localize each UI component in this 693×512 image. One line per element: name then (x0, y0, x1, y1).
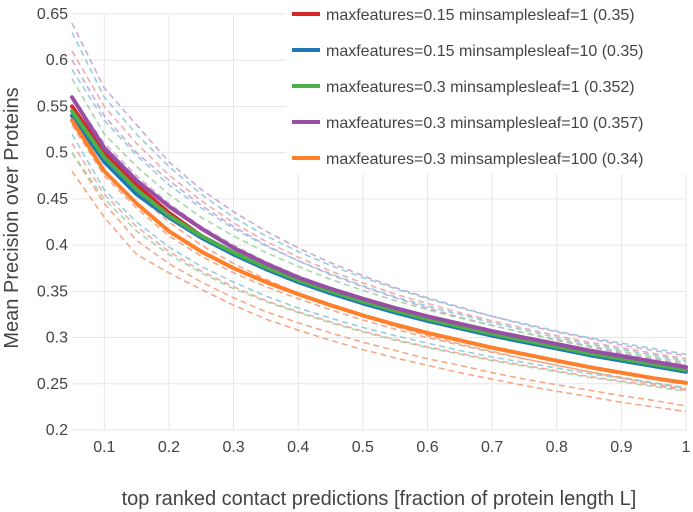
x-tick-label: 0.9 (610, 439, 632, 456)
y-tick-label: 0.3 (46, 330, 68, 347)
x-tick-label: 0.6 (416, 439, 438, 456)
series-line (70, 109, 688, 372)
y-tick-label: 0.4 (46, 237, 68, 254)
x-tick-label: 0.4 (287, 439, 309, 456)
y-tick-label: 0.6 (46, 52, 68, 69)
y-tick-label: 0.25 (37, 376, 68, 393)
x-tick-labels: 0.1 0.2 0.3 0.4 0.5 0.6 0.7 0.8 0.9 1 (93, 439, 690, 456)
dashed-series-line (71, 96, 687, 372)
x-tick-label: 0.1 (93, 439, 115, 456)
dashed-series-line (71, 59, 687, 366)
y-tick-label: 0.65 (37, 6, 68, 23)
legend[interactable]: maxfeatures=0.15 minsamplesleaf=1 (0.35)… (286, 0, 693, 174)
y-axis-title: Mean Precision over Proteins (1, 87, 23, 348)
x-tick-label: 0.8 (546, 439, 568, 456)
series-lines-layer (70, 95, 688, 385)
x-tick-label: 1 (682, 439, 691, 456)
series-line (70, 95, 688, 370)
legend-label: maxfeatures=0.15 minsamplesleaf=10 (0.35… (326, 43, 644, 60)
legend-label: maxfeatures=0.3 minsamplesleaf=1 (0.352) (326, 79, 635, 96)
legend-label: maxfeatures=0.3 minsamplesleaf=100 (0.34… (326, 151, 644, 168)
dashed-series-line (71, 50, 687, 360)
dashed-series-line (71, 152, 687, 407)
dashed-series-line (71, 124, 687, 390)
x-tick-label: 0.2 (158, 439, 180, 456)
x-tick-label: 0.5 (352, 439, 374, 456)
y-tick-label: 0.35 (37, 283, 68, 300)
y-tick-label: 0.5 (46, 145, 68, 162)
x-tick-label: 0.3 (222, 439, 244, 456)
dashed-series-line (71, 22, 687, 357)
legend-background (286, 0, 693, 174)
x-axis-title: top ranked contact predictions [fraction… (122, 488, 637, 510)
x-tick-label: 0.7 (481, 439, 503, 456)
series-line (70, 118, 688, 385)
y-tick-label: 0.45 (37, 191, 68, 208)
dashed-series-line (71, 142, 687, 391)
legend-label: maxfeatures=0.3 minsamplesleaf=10 (0.357… (326, 115, 644, 132)
y-tick-label: 0.2 (46, 422, 68, 439)
y-tick-label: 0.55 (37, 98, 68, 115)
legend-label: maxfeatures=0.15 minsamplesleaf=1 (0.35) (326, 7, 635, 24)
dashed-series-line (71, 32, 687, 355)
y-tick-labels: 0.2 0.25 0.3 0.35 0.4 0.45 0.5 0.55 0.6 0.65 (37, 6, 68, 439)
